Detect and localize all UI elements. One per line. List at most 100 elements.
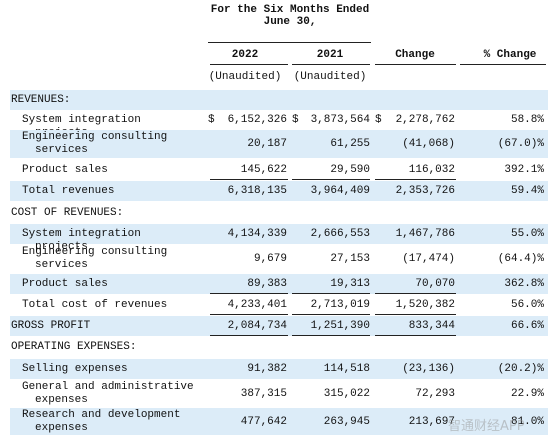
- cell-value: 81.0%: [510, 416, 544, 428]
- total-rule: [210, 335, 288, 336]
- row-label: Total cost of revenues: [22, 299, 168, 311]
- row-label: GROSS PROFIT: [11, 320, 91, 332]
- cell-value: 91,382: [247, 363, 287, 375]
- cell-value: 3,964,409: [310, 185, 370, 197]
- cell-value: (23,136): [402, 363, 455, 375]
- cell-value: 362.8%: [504, 278, 544, 290]
- total-rule: [292, 293, 370, 294]
- row-label: Selling expenses: [22, 363, 128, 375]
- table-row: Engineering consulting services 20,187 61,…: [10, 130, 548, 158]
- column-header: % Change: [483, 49, 537, 61]
- cell-value: 27,153: [330, 253, 370, 265]
- cell-value: 315,022: [323, 388, 370, 400]
- cell-value: 2,278,762: [395, 114, 455, 126]
- cell-value: 116,032: [408, 164, 455, 176]
- row-label: General and administrative expenses: [22, 381, 194, 406]
- table-row: Total cost of revenues 4,233,401 2,713,019…: [10, 295, 548, 315]
- cell-value: 59.4%: [510, 185, 544, 197]
- cell-value: 392.1%: [504, 164, 544, 176]
- cell-value: 145,622: [240, 164, 287, 176]
- column-header: 2022: [231, 49, 259, 61]
- cell-value: 4,134,339: [227, 228, 287, 240]
- cell-value: 114,518: [323, 363, 370, 375]
- cell-value: 2,713,019: [310, 299, 370, 311]
- cell-value: 70,070: [415, 278, 455, 290]
- table-row: OPERATING EXPENSES:: [10, 337, 548, 357]
- cell-value: 2,666,553: [310, 228, 370, 240]
- period-header: For the Six Months Ended June 30,: [210, 4, 370, 28]
- column-rule: [292, 64, 370, 65]
- watermark: 智通财经APP: [448, 419, 525, 434]
- column-header: 2021: [316, 49, 344, 61]
- total-rule: [375, 179, 456, 180]
- row-label: REVENUES:: [11, 94, 71, 106]
- cell-value: 263,945: [323, 416, 370, 428]
- table-row: Product sales 145,622 29,590 116,032 392.1%: [10, 160, 548, 180]
- total-rule: [292, 335, 370, 336]
- total-rule: [210, 179, 288, 180]
- cell-value: 2,353,726: [395, 185, 455, 197]
- column-rule: [375, 64, 456, 65]
- total-rule: [292, 314, 370, 315]
- cell-value: 72,293: [415, 388, 455, 400]
- cell-value: (17,474): [402, 253, 455, 265]
- total-rule: [292, 179, 370, 180]
- currency-symbol: $: [375, 114, 382, 126]
- row-label: Engineering consulting services: [22, 131, 168, 156]
- column-rule: [460, 64, 546, 65]
- column-header: Change: [395, 49, 435, 61]
- cell-value: 833,344: [408, 320, 455, 332]
- cell-value: 56.0%: [510, 299, 544, 311]
- table-row: Product sales 89,383 19,313 70,070 362.8%: [10, 274, 548, 294]
- table-row: Research and development expenses 477,642…: [10, 408, 548, 435]
- cell-value: 213,697: [408, 416, 455, 428]
- table-row: Selling expenses 91,382 114,518 (23,136) (20…: [10, 359, 548, 379]
- table-row: COST OF REVENUES:: [10, 203, 548, 223]
- row-label: COST OF REVENUES:: [11, 207, 124, 219]
- row-label: Total revenues: [22, 185, 115, 197]
- table-row: REVENUES:: [10, 90, 548, 110]
- table-row: System integration projects 4,134,339 2,66…: [10, 224, 548, 253]
- row-label: System integration projects: [22, 228, 141, 253]
- cell-value: 66.6%: [510, 320, 544, 332]
- currency-symbol: $: [208, 114, 215, 126]
- cell-value: 1,520,382: [395, 299, 455, 311]
- cell-value: 6,152,326: [227, 114, 287, 126]
- table-row: GROSS PROFIT 2,084,734 1,251,390 833,344 66.…: [10, 316, 548, 336]
- column-rule: [210, 64, 288, 65]
- cell-value: 89,383: [247, 278, 287, 290]
- unaudited-label: (Unaudited): [208, 71, 282, 83]
- row-label: Product sales: [22, 164, 108, 176]
- cell-value: (67.0)%: [497, 138, 544, 150]
- cell-value: (20.2)%: [497, 363, 544, 375]
- cell-value: 20,187: [247, 138, 287, 150]
- row-label: Engineering consulting services: [22, 246, 168, 271]
- cell-value: 477,642: [240, 416, 287, 428]
- total-rule: [210, 314, 288, 315]
- row-label: OPERATING EXPENSES:: [11, 341, 137, 353]
- cell-value: 29,590: [330, 164, 370, 176]
- cell-value: 1,251,390: [310, 320, 370, 332]
- table-row: General and administrative expenses 387,3…: [10, 380, 548, 407]
- currency-symbol: $: [292, 114, 299, 126]
- cell-value: 61,255: [330, 138, 370, 150]
- cell-value: 22.9%: [510, 388, 544, 400]
- total-rule: [375, 335, 456, 336]
- cell-value: 19,313: [330, 278, 370, 290]
- header-rule: [208, 42, 371, 43]
- table-row: Engineering consulting services 9,679 27,1…: [10, 245, 548, 272]
- table-row: Total revenues 6,318,135 3,964,409 2,353,72…: [10, 181, 548, 201]
- row-label: Product sales: [22, 278, 108, 290]
- cell-value: (41,068): [402, 138, 455, 150]
- unaudited-label: (Unaudited): [293, 71, 367, 83]
- cell-value: 3,873,564: [310, 114, 370, 126]
- cell-value: 387,315: [240, 388, 287, 400]
- cell-value: 4,233,401: [227, 299, 287, 311]
- row-label: Research and development expenses: [22, 409, 181, 434]
- cell-value: 9,679: [253, 253, 287, 265]
- cell-value: 55.0%: [510, 228, 544, 240]
- cell-value: 58.8%: [510, 114, 544, 126]
- total-rule: [375, 314, 456, 315]
- cell-value: (64.4)%: [497, 253, 544, 265]
